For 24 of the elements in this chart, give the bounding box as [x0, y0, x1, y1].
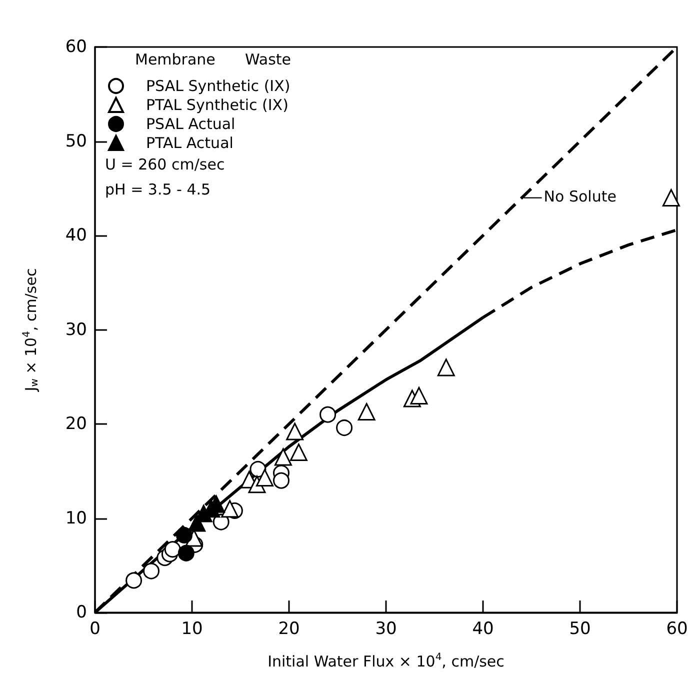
legend-label: PTAL Synthetic (IX) [146, 96, 288, 114]
y-tick-label: 10 [65, 508, 87, 528]
y-tick-label: 30 [65, 320, 87, 340]
legend-label: PSAL Synthetic (IX) [146, 77, 290, 95]
annotation: Waste [245, 50, 291, 68]
x-tick-label: 10 [181, 619, 203, 639]
y-axis-title: Jw × 104, cm/sec [22, 268, 40, 392]
x-tick-label: 30 [375, 619, 397, 639]
y-tick-label: 0 [76, 602, 87, 622]
y-tick-label: 40 [65, 226, 87, 246]
x-tick-label: 0 [90, 619, 100, 639]
y-tick-label: 50 [65, 131, 87, 152]
x-tick-label: 60 [666, 619, 688, 639]
legend-label: PSAL Actual [146, 115, 236, 133]
annotation: pH = 3.5 - 4.5 [105, 180, 211, 198]
x-tick-label: 20 [278, 619, 300, 639]
x-tick-label: 50 [569, 619, 591, 639]
y-tick-label: 60 [65, 37, 87, 57]
y-tick-label: 20 [65, 414, 87, 434]
x-tick-label: 40 [472, 619, 494, 639]
annotation: U = 260 cm/sec [105, 156, 225, 174]
legend-label: PTAL Actual [146, 134, 234, 152]
annotation: No Solute [544, 187, 616, 206]
legend-title: Membrane [135, 50, 216, 68]
